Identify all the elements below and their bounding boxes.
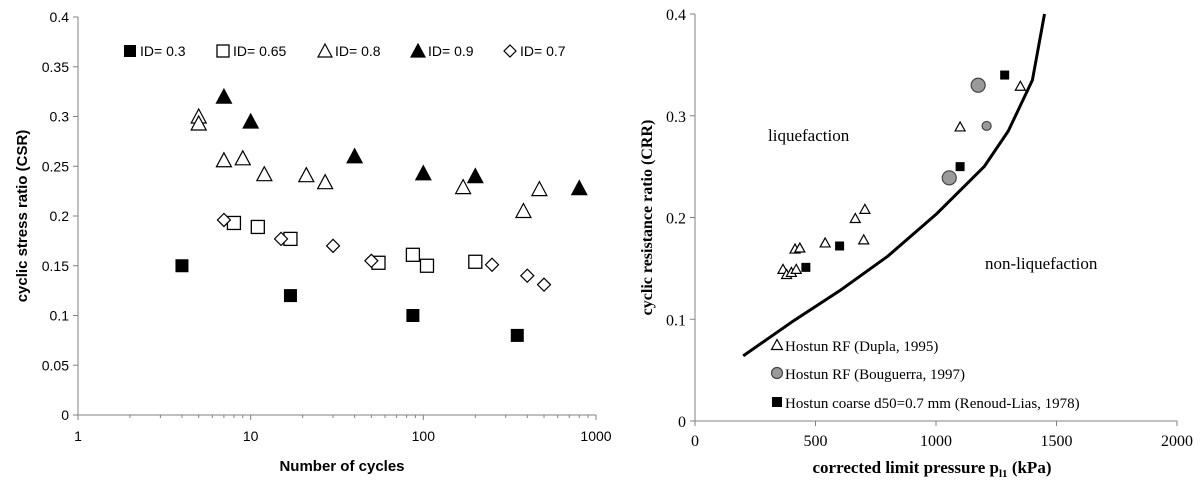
right-y-tick-label: 0.3: [666, 109, 686, 126]
left-y-tick-label: 0.4: [50, 9, 70, 25]
left-y-tick-label: 0.05: [42, 357, 69, 373]
right-legend-marker: [770, 338, 784, 351]
right-y-tick-label: 0: [678, 414, 686, 431]
boundary-curve: [742, 13, 1046, 358]
left-y-tick-label: 0.15: [42, 258, 69, 274]
left-point: [215, 87, 233, 104]
right-point: [954, 120, 967, 132]
right-point: [801, 262, 811, 272]
left-point: [454, 178, 472, 195]
right-point: [970, 77, 986, 93]
right-x-tick-label: 500: [804, 433, 828, 450]
annotation-non-liquefaction: non-liquefaction: [985, 254, 1098, 273]
left-y-tick-label: 0: [61, 407, 69, 423]
left-point: [216, 212, 232, 228]
right-legend-marker: [772, 397, 782, 407]
right-x-tick-label: 2000: [1161, 433, 1193, 450]
left-y-axis-title: cyclic stress ratio (CSR): [14, 130, 31, 303]
right-y-tick-label: 0.1: [666, 312, 686, 329]
right-point: [793, 241, 806, 253]
left-point: [406, 309, 420, 322]
left-point: [405, 247, 421, 262]
left-legend-label: ID= 0.7: [520, 43, 566, 59]
right-legend-label: Hostun RF (Dupla, 1995): [785, 339, 938, 355]
left-legend-marker: [216, 44, 230, 58]
left-legend-label: ID= 0.9: [428, 43, 474, 59]
left-point: [530, 180, 548, 197]
left-legend-label: ID= 0.8: [335, 43, 381, 59]
left-y-tick-label: 0.2: [50, 208, 70, 224]
right-legend: Hostun RF (Dupla, 1995) Hostun RF (Bougue…: [770, 338, 1080, 412]
right-point: [835, 241, 845, 251]
right-y-tick-label: 0.2: [666, 211, 686, 228]
left-point: [468, 254, 483, 269]
right-point: [819, 236, 832, 248]
left-point: [242, 112, 260, 129]
left-point: [250, 219, 265, 235]
left-legend-label: ID= 0.65: [233, 43, 287, 59]
left-point: [484, 257, 500, 273]
right-legend-marker: [770, 366, 784, 380]
left-legend-marker: [124, 45, 136, 57]
right-x-axis-title: corrected limit pressure pl1 (kPa): [813, 458, 1052, 480]
right-point: [1014, 80, 1027, 91]
right-legend-label: Hostun coarse d50=0.7 mm (Renoud-Lias, 1…: [785, 396, 1080, 412]
right-legend-label: Hostun RF (Bouguerra, 1997): [785, 367, 965, 383]
left-point: [325, 238, 341, 254]
left-x-tick-label: 10: [243, 428, 259, 444]
left-point: [570, 179, 588, 196]
left-point: [283, 289, 297, 303]
left-point: [255, 165, 273, 182]
left-x-tick-label: 1: [74, 428, 82, 444]
right-point: [1000, 70, 1010, 80]
left-point: [190, 114, 208, 131]
right-x-tick-label: 0: [691, 433, 699, 450]
right-point: [790, 263, 803, 274]
left-legend-marker: [409, 42, 427, 58]
left-point: [536, 277, 552, 293]
right-y-tick-label: 0.4: [666, 7, 686, 24]
left-point: [514, 202, 532, 219]
left-point: [234, 149, 252, 166]
left-y-tick-label: 0.1: [50, 308, 70, 324]
right-chart-crr-vs-limit-pressure: 0 0.1 0.2 0.3 0.4 0 500 1000 1500 2000 corrected l…: [639, 7, 1193, 480]
right-point: [857, 233, 870, 245]
right-point: [955, 162, 965, 172]
left-y-tick-label: 0.25: [42, 158, 69, 174]
left-x-tick-label: 100: [412, 428, 436, 444]
left-point: [273, 231, 289, 247]
left-point: [316, 173, 334, 190]
left-legend: ID= 0.3 ID= 0.65 ID= 0.8 ID= 0.9 ID= 0.7: [124, 42, 566, 59]
left-chart-csr-vs-cycles: 0 0.05 0.1 0.15 0.2 0.25 0.3 0.35 0.4 1 10 100 1000 N…: [14, 9, 612, 475]
left-point: [346, 147, 364, 164]
left-point: [519, 268, 535, 284]
left-point: [419, 258, 435, 273]
left-legend-label: ID= 0.3: [140, 43, 186, 59]
left-point: [297, 166, 315, 183]
right-y-axis-title: cyclic resistance ratio (CRR): [639, 120, 656, 316]
left-y-tick-label: 0.3: [50, 109, 70, 125]
left-point: [364, 253, 379, 269]
annotation-liquefaction: liquefaction: [768, 126, 850, 145]
right-x-tick-label: 1000: [920, 433, 952, 450]
right-point: [858, 203, 871, 214]
right-point: [981, 120, 992, 132]
right-point: [849, 212, 862, 224]
left-y-tick-label: 0.35: [42, 59, 69, 75]
left-x-axis-title: Number of cycles: [279, 458, 404, 475]
right-x-tick-label: 1500: [1041, 433, 1073, 450]
left-point: [466, 167, 484, 184]
right-point: [941, 170, 957, 186]
left-legend-marker: [503, 44, 517, 58]
left-legend-marker: [316, 42, 334, 58]
left-point: [510, 328, 524, 342]
left-point: [414, 164, 432, 181]
left-x-tick-label: 1000: [580, 428, 611, 444]
left-point: [215, 151, 233, 168]
left-point: [175, 259, 189, 273]
